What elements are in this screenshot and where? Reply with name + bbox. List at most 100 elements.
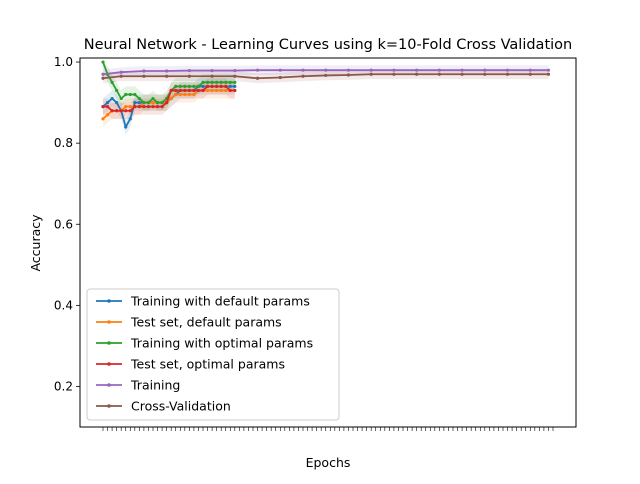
data-point: [178, 84, 182, 88]
data-point: [128, 117, 132, 121]
data-point: [301, 68, 305, 72]
data-point: [101, 76, 105, 80]
data-point: [183, 92, 187, 97]
data-point: [115, 88, 119, 93]
series-lines: [101, 60, 551, 130]
data-point: [151, 105, 155, 109]
data-point: [124, 125, 128, 129]
data-point: [187, 92, 191, 97]
data-point: [105, 101, 110, 105]
data-point: [178, 92, 182, 97]
data-point: [119, 70, 123, 74]
data-point: [205, 80, 210, 84]
data-point: [110, 96, 114, 101]
data-point: [228, 80, 232, 84]
data-point: [101, 105, 105, 109]
data-point: [460, 72, 464, 76]
legend-frame: [86, 288, 340, 421]
data-point: [233, 88, 237, 93]
data-point: [301, 74, 305, 78]
data-point: [215, 88, 219, 93]
data-point: [233, 68, 237, 73]
data-point: [460, 68, 464, 72]
data-point: [215, 80, 219, 84]
data-point: [346, 68, 351, 72]
data-point: [124, 92, 128, 97]
data-point: [324, 68, 328, 72]
data-point: [169, 88, 173, 93]
legend-marker: [107, 341, 111, 345]
data-point: [346, 73, 351, 77]
data-point: [210, 74, 214, 78]
variance-bands: [103, 62, 549, 136]
data-point: [101, 72, 105, 76]
data-point: [415, 68, 419, 72]
data-point: [205, 84, 210, 88]
data-point: [174, 88, 178, 93]
plot-frame: [79, 57, 577, 428]
data-point: [142, 105, 146, 109]
y-tick-label: 1.0: [54, 55, 73, 69]
data-point: [137, 105, 141, 109]
legend-label: Training with default params: [130, 294, 310, 309]
data-point: [210, 84, 214, 88]
data-point: [215, 84, 219, 88]
data-point: [119, 74, 123, 78]
data-point: [505, 68, 510, 72]
data-point: [110, 109, 114, 113]
data-point: [546, 72, 551, 76]
legend-marker: [107, 362, 111, 366]
legend-label: Test set, optimal params: [130, 357, 285, 372]
data-point: [115, 101, 119, 105]
data-point: [205, 88, 210, 93]
data-point: [142, 74, 146, 78]
data-point: [128, 109, 132, 113]
y-tick-label: 0.4: [54, 298, 73, 312]
data-point: [224, 88, 228, 93]
data-point: [201, 84, 205, 88]
data-point: [483, 68, 487, 72]
y-tick-label: 0.2: [54, 379, 73, 393]
data-point: [219, 84, 223, 88]
data-point: [192, 88, 196, 93]
legend: Training with default params Test set, de…: [86, 288, 340, 421]
data-point: [437, 72, 441, 76]
data-point: [278, 68, 282, 72]
data-point: [119, 96, 123, 101]
data-point: [151, 101, 155, 105]
data-point: [369, 72, 373, 76]
data-point: [219, 80, 223, 84]
data-point: [528, 72, 532, 76]
data-point: [133, 101, 137, 105]
data-point: [137, 101, 141, 105]
y-tick-label: 0.8: [54, 136, 73, 150]
data-point: [437, 68, 441, 72]
data-point: [119, 109, 123, 113]
data-point: [155, 101, 160, 105]
data-point: [233, 80, 237, 84]
data-point: [178, 88, 182, 93]
data-point: [233, 84, 237, 88]
data-point: [160, 101, 164, 105]
data-point: [201, 80, 205, 84]
data-point: [210, 88, 214, 93]
legend-marker: [107, 320, 111, 324]
data-point: [224, 84, 228, 88]
data-point: [105, 113, 110, 117]
data-point: [196, 88, 201, 93]
data-point: [165, 74, 169, 78]
data-point: [255, 76, 260, 80]
data-point: [174, 92, 178, 97]
data-point: [151, 96, 155, 101]
data-point: [192, 92, 196, 97]
x-axis-label: Epochs: [306, 455, 351, 470]
data-point: [115, 109, 119, 113]
variance-band: [103, 82, 235, 127]
variance-band: [103, 78, 235, 136]
data-point: [415, 72, 419, 76]
data-point: [187, 68, 191, 73]
legend-label: Cross-Validation: [131, 399, 231, 414]
data-point: [128, 105, 132, 109]
data-point: [196, 84, 201, 88]
data-point: [133, 92, 137, 97]
